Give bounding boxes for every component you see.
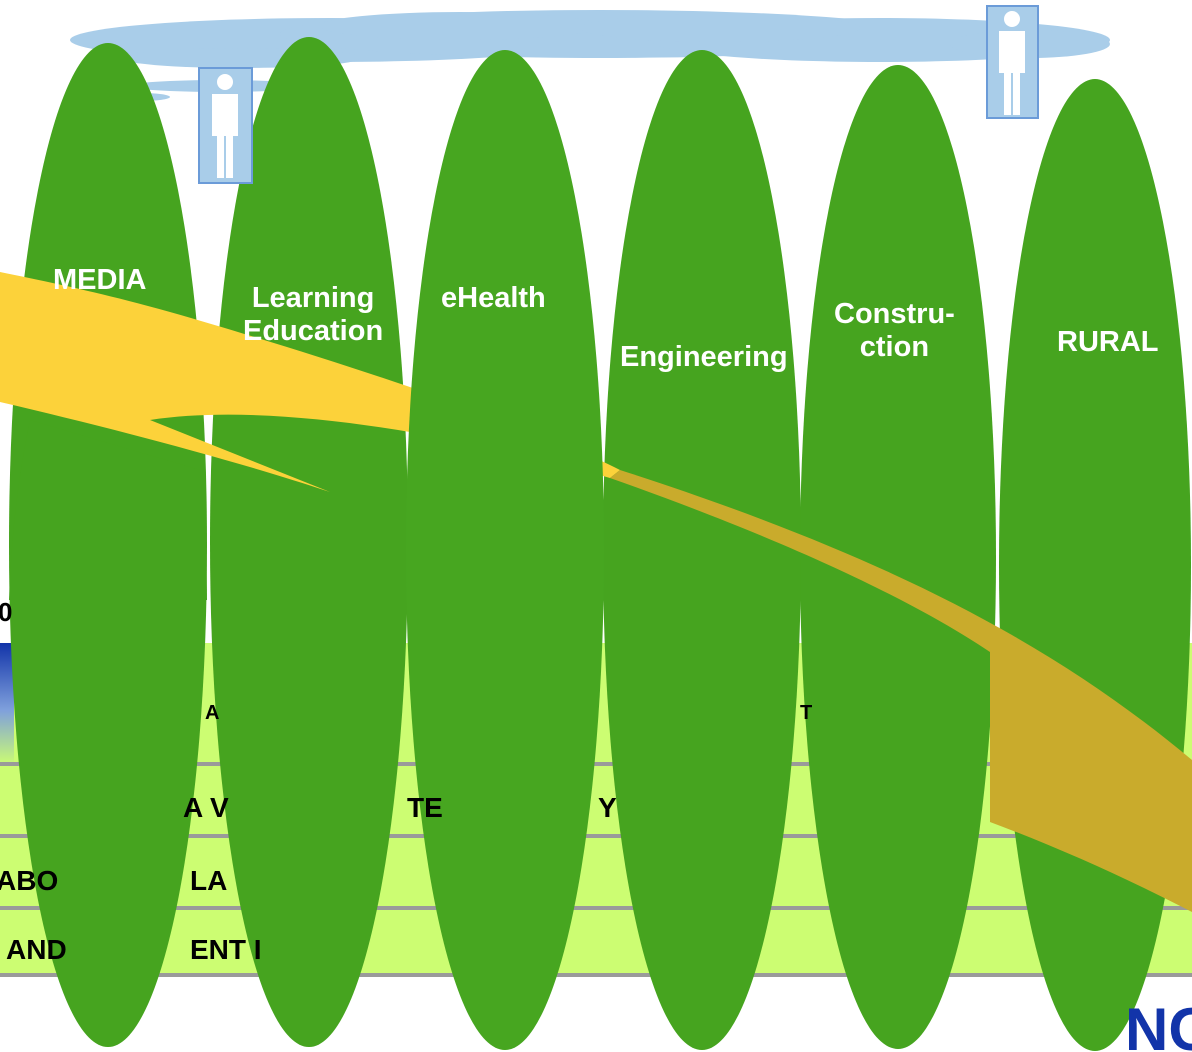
label-engineering: Engineering bbox=[620, 341, 788, 373]
layer2-fragment-a: A V bbox=[183, 792, 229, 823]
label-rural: RURAL bbox=[1057, 326, 1159, 358]
ellipse-engineering bbox=[603, 50, 801, 1050]
band-divider-3 bbox=[0, 906, 1192, 910]
label-media: MEDIA bbox=[53, 264, 147, 296]
layer2-fragment-c: Y bbox=[598, 792, 617, 823]
arrow-gold-body bbox=[610, 470, 1192, 912]
label-learning-line1: Learning bbox=[251, 282, 375, 314]
side-fragment: 0 bbox=[0, 597, 13, 627]
layer4-fragment-b: ENT I bbox=[190, 934, 262, 965]
layer1-fragment-b: T bbox=[800, 702, 813, 724]
layer3-fragment-a: ABO bbox=[0, 865, 59, 896]
label-construction: Constru- ction bbox=[834, 298, 955, 364]
logo: NO bbox=[1125, 996, 1192, 1052]
layer4-fragment-a: AND bbox=[6, 934, 67, 965]
label-ehealth: eHealth bbox=[441, 282, 546, 314]
layer2-fragment-b: TE bbox=[407, 792, 443, 823]
ellipse-ehealth bbox=[406, 50, 604, 1050]
band-divider-1 bbox=[0, 762, 1192, 766]
label-learning-education: Learning Education bbox=[243, 282, 383, 348]
ellipse-construction bbox=[800, 65, 996, 1049]
person-icon bbox=[986, 5, 1039, 119]
label-learning-line2: Education bbox=[243, 315, 384, 347]
layer-band-blue bbox=[0, 643, 14, 765]
layer3-fragment-b: LA bbox=[190, 865, 228, 896]
layer-band-3 bbox=[0, 836, 1192, 909]
person-icon bbox=[198, 67, 253, 184]
logo-text: NO bbox=[1125, 996, 1192, 1052]
band-divider-2 bbox=[0, 834, 1192, 838]
band-divider-4 bbox=[0, 973, 1192, 977]
ellipse-learning bbox=[210, 37, 408, 1047]
label-construction-line2: ction bbox=[859, 331, 930, 363]
ellipse-rural bbox=[999, 79, 1191, 1051]
ellipse-media-overlay bbox=[9, 420, 207, 600]
cloud-icon bbox=[70, 10, 1110, 101]
layer1-fragment-a: A bbox=[205, 702, 220, 724]
label-construction-line1: Constru- bbox=[834, 298, 955, 330]
layer-band-4 bbox=[0, 909, 1192, 976]
